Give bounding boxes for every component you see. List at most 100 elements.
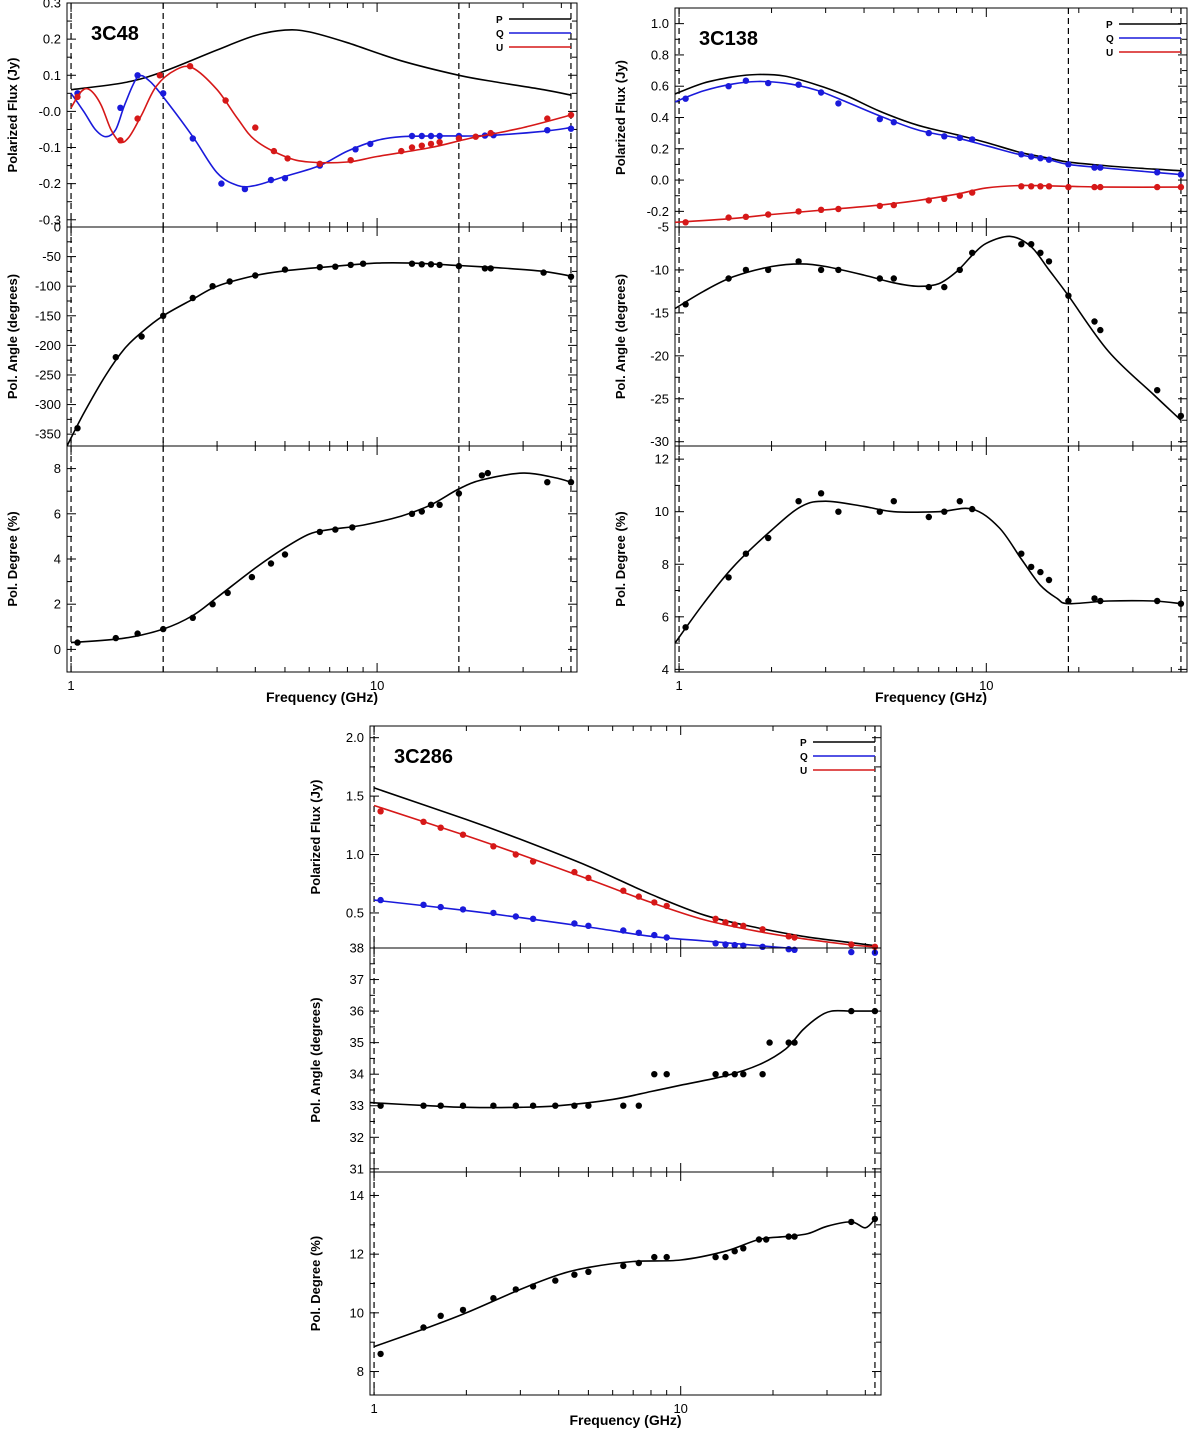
3c286-degree-fit-point [871, 1215, 879, 1223]
y-tick-label: 35 [350, 1035, 364, 1050]
3c138-flux-q-point [1018, 151, 1025, 158]
3c48-angle-fit-point [408, 260, 416, 267]
3c286-flux-q-point [722, 941, 729, 948]
3c138-angle-fit-point [925, 283, 932, 291]
3c48-panel-degree: 0 2 4 6 8 Pol. Degree (%) [5, 445, 578, 673]
chart-3c48: -0.3 -0.2 -0.1 -0.0 0.1 0.2 0.3 Polarized Flux … [5, 0, 578, 705]
3c138-degree-fit-fit-line [675, 500, 1181, 644]
3c138-angle-fit-point [890, 275, 897, 282]
3c48-angle-fit-point [209, 283, 216, 290]
3c286-flux-u-point [722, 919, 729, 926]
3c286-degree-fit-point [755, 1236, 763, 1243]
y-tick-label: -5 [657, 220, 669, 235]
y-tick-label: 34 [350, 1067, 364, 1082]
3c138-flux-u-point [890, 201, 897, 209]
3c286-angle-fit-point [766, 1039, 773, 1046]
3c286-flux-q-point [459, 906, 467, 913]
3c138-flux-u-point [1045, 183, 1053, 190]
3c286-flux-q-point [420, 901, 427, 908]
3c286-flux-u-point [635, 893, 642, 900]
3c48-flux-u-fit-line [70, 65, 572, 164]
3c48-angle-fit-point [436, 261, 443, 269]
x-axis-label: Frequency (GHz) [266, 689, 378, 705]
3c48-angle-fit-fit-line [67, 261, 572, 446]
3c286-degree-fit-point [722, 1253, 729, 1261]
y-axis-label: Pol. Angle (degrees) [308, 997, 323, 1122]
y-tick-label: 33 [350, 1098, 364, 1113]
3c48-flux-u-point [436, 138, 443, 146]
3c138-angle-fit-point [1154, 387, 1161, 394]
y-tick-label: 0.4 [651, 110, 669, 125]
3c286-flux-q-point [731, 941, 738, 949]
3c286-flux-q-fit-line [374, 899, 798, 948]
3c286-angle-fit-point [791, 1039, 798, 1046]
3c286-flux-q-point [663, 934, 670, 941]
3c138-degree-fit-point [1091, 595, 1098, 602]
3c48-flux-u-point [186, 62, 194, 70]
y-tick-label: 10 [350, 1305, 364, 1320]
3c138-flux-q-point [925, 129, 932, 137]
3c138-flux-u-point [1091, 183, 1098, 191]
3c286-degree-fit-point [437, 1312, 444, 1320]
3c48-degree-fit-point [418, 508, 425, 515]
legend-label-p: P [1106, 20, 1113, 31]
3c286-flux-q-point [740, 942, 747, 949]
y-tick-label: 0.0 [651, 173, 669, 188]
3c138-flux-q-point [890, 119, 897, 126]
3c138-degree-fit-point [1177, 600, 1185, 607]
y-tick-label: 0.3 [43, 0, 61, 11]
3c48-degree-fit-point [436, 501, 443, 508]
3c286-flux-u-point [512, 851, 519, 858]
3c286-angle-fit-point [731, 1071, 738, 1078]
3c138-flux-u-fit-line [675, 184, 1181, 224]
3c138-flux-q-point [1091, 164, 1098, 171]
legend-label-q: Q [800, 752, 808, 763]
3c48-angle-fit-point [226, 278, 233, 285]
3c48-flux-q-point [418, 132, 425, 140]
3c138-flux-u-point [925, 197, 932, 204]
legend-label-q: Q [1106, 34, 1114, 45]
3c138-degree-fit-point [725, 574, 732, 581]
3c286-angle-fit-point [420, 1102, 427, 1109]
3c138-degree-fit-point [969, 505, 976, 513]
3c138-flux-q-point [682, 95, 689, 102]
3c48-flux-u-point [270, 147, 278, 155]
3c138-flux-u-point [725, 214, 732, 221]
3c286-flux-q-point [529, 915, 537, 922]
3c48-angle-fit-point [74, 425, 81, 432]
y-axis-label: Pol. Angle (degrees) [613, 274, 628, 399]
3c286-flux-q-point [512, 913, 519, 920]
3c138-flux-p-fit-line [675, 73, 1181, 172]
3c48-flux-q-point [367, 140, 374, 148]
3c286-flux-u-point [759, 926, 766, 933]
y-tick-label: 37 [350, 972, 364, 987]
y-axis-label: Polarized Flux (Jy) [5, 58, 20, 173]
3c48-angle-fit-point [252, 272, 259, 279]
x-tick-label: 10 [979, 678, 993, 693]
3c48-flux-u-point [347, 157, 354, 164]
x-tick-label: 1 [675, 678, 682, 693]
3c48-flux-q-point [160, 90, 167, 97]
panel-frame [674, 226, 1188, 447]
3c286-degree-fit-point [848, 1218, 855, 1226]
3c286-degree-fit-point [490, 1295, 497, 1302]
3c48-angle-fit-point [347, 261, 354, 269]
3c138-angle-fit-point [795, 258, 802, 265]
3c138-angle-fit-point [1091, 318, 1098, 325]
3c138-angle-fit-point [742, 266, 750, 274]
3c138-degree-fit-point [890, 498, 897, 505]
3c286-degree-fit-point [571, 1271, 578, 1278]
panel-frame [674, 445, 1188, 673]
3c48-panel-flux: -0.3 -0.2 -0.1 -0.0 0.1 0.2 0.3 Polarized Flux … [5, 0, 578, 228]
3c48-flux-u-point [408, 144, 416, 151]
3c48-flux-q-point [427, 132, 435, 140]
panel-frame [369, 1171, 882, 1396]
3c48-flux-u-point [487, 129, 494, 137]
3c138-angle-fit-point [1045, 258, 1053, 265]
3c48-angle-fit-point [427, 261, 435, 268]
3c48-flux-q-point [218, 180, 225, 187]
y-tick-label: -0.3 [39, 212, 61, 227]
legend-label-q: Q [496, 29, 504, 40]
3c138-degree-fit-point [1045, 576, 1053, 584]
3c138-flux-q-point [969, 136, 976, 143]
